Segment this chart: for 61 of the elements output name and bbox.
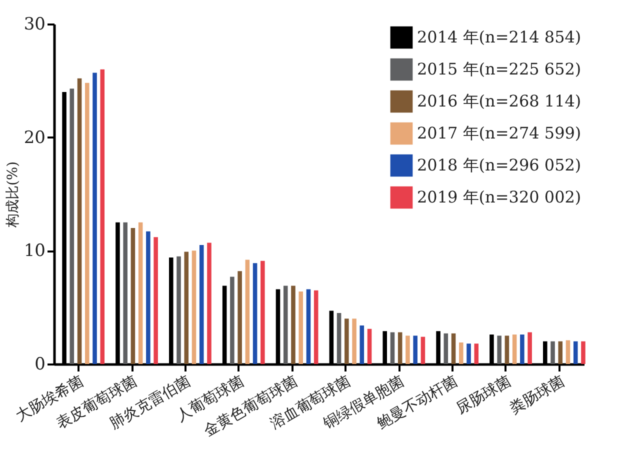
legend-label: 2014 年(n=214 854): [417, 28, 582, 46]
bar: [100, 69, 105, 364]
bar: [451, 333, 456, 364]
bar: [466, 344, 471, 364]
bar: [291, 286, 296, 364]
bar: [504, 336, 510, 364]
bar: [390, 332, 395, 364]
bar: [512, 334, 517, 364]
bar: [252, 263, 258, 364]
bar: [474, 344, 479, 364]
y-axis-title: 构成比(%): [4, 161, 21, 229]
bar: [238, 271, 242, 364]
y-tick-label: 10: [24, 241, 46, 262]
bar: [367, 328, 372, 364]
bar: [566, 340, 570, 364]
y-tick-label: 30: [24, 14, 46, 34]
bar: [130, 228, 136, 364]
bar: [360, 325, 364, 364]
bar: [192, 250, 196, 364]
bar: [558, 341, 563, 364]
bar: [406, 336, 410, 364]
bar: [230, 276, 234, 364]
bar: [85, 82, 90, 364]
bar: [154, 237, 158, 364]
bar: [352, 318, 356, 364]
bar: [70, 88, 74, 364]
bar: [123, 222, 128, 364]
bar: [573, 341, 578, 364]
bar: [497, 336, 502, 364]
bar: [138, 222, 143, 364]
legend-label: 2018 年(n=296 052): [417, 156, 582, 174]
legend-label: 2015 年(n=225 652): [417, 60, 582, 78]
bar: [344, 318, 349, 364]
bar: [245, 260, 250, 364]
bar: [520, 334, 524, 364]
bar: [550, 341, 555, 364]
bar: [207, 242, 212, 364]
bar: [283, 286, 288, 364]
bar: [528, 332, 532, 364]
legend-label: 2019 年(n=320 002): [417, 188, 582, 206]
bar: [77, 78, 82, 364]
y-tick-label: 20: [24, 128, 46, 148]
bar: [420, 336, 426, 364]
bar: [444, 333, 448, 364]
bar: [176, 256, 181, 364]
bar: [146, 231, 150, 364]
bar: [581, 341, 586, 364]
bar: [260, 260, 265, 364]
bar: [314, 290, 318, 364]
bar: [199, 245, 204, 364]
legend-label: 2017 年(n=274 599): [417, 124, 582, 142]
bar: [413, 336, 418, 364]
bar: [184, 252, 189, 364]
bar: [298, 291, 303, 364]
y-tick-label: 0: [34, 354, 46, 374]
bar: [336, 313, 342, 364]
legend-label: 2016 年(n=268 114): [417, 92, 582, 110]
bar: [398, 332, 402, 364]
bar: [306, 289, 311, 364]
bar: [458, 342, 464, 364]
bar: [92, 72, 97, 364]
